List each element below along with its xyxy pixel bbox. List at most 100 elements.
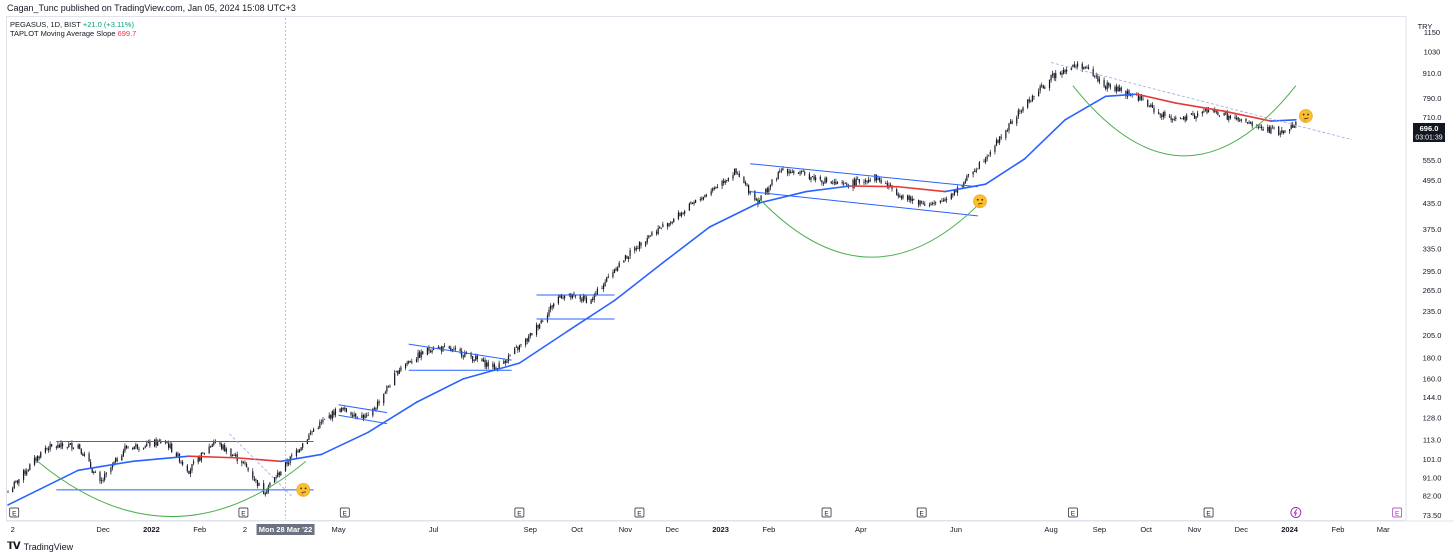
candle-body: [58, 444, 61, 448]
candle-body: [1251, 122, 1253, 126]
price-axis[interactable]: TRY 11501030910.0790.0710.0635.0555.0495…: [1418, 22, 1442, 520]
candle-body: [1278, 126, 1280, 135]
candle-body: [786, 169, 789, 174]
candle-body: [454, 348, 457, 349]
candle-body: [635, 248, 637, 250]
candle-body: [907, 194, 909, 200]
legend-indicator-row[interactable]: TAPLOT Moving Average Slope 699.7: [10, 29, 136, 38]
earnings-marker[interactable]: E: [634, 507, 645, 518]
price-chart[interactable]: TRY 11501030910.0790.0710.0635.0555.0495…: [0, 0, 1456, 536]
candle-body: [974, 171, 976, 172]
candle-body: [1181, 118, 1183, 120]
candle-body: [713, 187, 715, 189]
candle-body: [1129, 94, 1132, 96]
earnings-box: [1068, 507, 1078, 518]
candle-body: [1081, 63, 1083, 69]
time-axis[interactable]: 2 Dec 2022 Feb 2 Mon 28 Mar '22 May Jul Sep Oct No…: [11, 524, 1391, 535]
earnings-marker[interactable]: E: [514, 507, 525, 518]
candle-body: [1175, 117, 1177, 119]
candle-body: [319, 422, 321, 428]
dividend-event-icon[interactable]: [1290, 507, 1302, 518]
drawings-layer[interactable]: [37, 62, 1353, 518]
candle-body: [1020, 111, 1023, 112]
candle-body: [1048, 79, 1051, 88]
earnings-marker[interactable]: E: [1203, 507, 1214, 518]
time-tick-label: Jul: [429, 525, 439, 534]
candle-body: [607, 276, 609, 278]
time-tick-label: May: [331, 525, 345, 534]
candle-body: [1000, 136, 1002, 138]
candle-body: [1072, 64, 1074, 67]
thinking-face-icon: [1298, 109, 1313, 123]
candle-body: [1039, 86, 1041, 91]
candle-body: [82, 453, 84, 456]
legend-indicator-value: 699.7: [117, 29, 137, 38]
tradingview-brand[interactable]: 𝗧𝗩 TradingView: [7, 541, 73, 552]
candle-body: [517, 347, 519, 351]
candle-body: [978, 162, 980, 169]
candle-body: [29, 464, 31, 471]
candle-body: [897, 194, 899, 197]
candle-body: [231, 455, 234, 457]
candle-body: [428, 347, 430, 351]
candle-body: [1126, 90, 1129, 97]
candle-body: [1027, 99, 1029, 108]
candle-body: [657, 228, 659, 235]
candle-body: [518, 345, 521, 350]
emoji-hand: [300, 492, 304, 496]
price-tick-label: 82.00: [1423, 492, 1442, 501]
price-axis-area[interactable]: [1406, 16, 1454, 521]
candle-body: [584, 295, 586, 299]
candle-body: [952, 194, 954, 196]
candle-body: [788, 171, 790, 174]
candle-body: [1094, 76, 1096, 78]
candle-body: [1120, 87, 1122, 91]
earnings-marker[interactable]: E: [9, 507, 20, 518]
candle-body: [297, 450, 299, 452]
moving-average-segment: [77, 460, 134, 472]
candle-body: [810, 176, 812, 180]
candle-body: [637, 248, 639, 250]
candle-body: [1019, 110, 1021, 112]
candle-body: [1262, 128, 1264, 131]
candle-body: [822, 183, 825, 184]
candle-body: [1076, 63, 1079, 67]
earnings-box: [9, 507, 20, 518]
candle-body: [104, 474, 106, 480]
candle-body: [526, 338, 528, 342]
earnings-marker[interactable]: E: [1068, 507, 1078, 518]
last-price: 696.0: [1420, 124, 1439, 133]
candle-body: [61, 443, 64, 447]
earnings-box: [916, 507, 927, 518]
earnings-marker[interactable]: E: [238, 507, 249, 518]
earnings-marker[interactable]: E: [916, 507, 927, 518]
future-earnings-marker[interactable]: E: [1392, 507, 1403, 518]
moving-average-segment: [131, 455, 190, 463]
candle-body: [88, 453, 90, 462]
candle-body: [1212, 109, 1214, 111]
candle-body: [244, 462, 246, 464]
candle-body: [868, 179, 870, 183]
candle-body: [1105, 86, 1107, 89]
candle-body: [529, 333, 531, 336]
candle-body: [26, 471, 28, 475]
candle-body: [691, 203, 694, 204]
candle-body: [835, 181, 837, 185]
candle-body: [136, 444, 139, 449]
candle-body: [404, 363, 407, 368]
candle-body: [966, 175, 968, 181]
earnings-marker[interactable]: E: [339, 507, 350, 518]
moving-average-segment: [984, 158, 1026, 185]
candle-body: [515, 347, 517, 348]
emoji-eye: [300, 487, 303, 490]
earnings-marker[interactable]: E: [821, 507, 832, 518]
candle-body: [334, 409, 337, 416]
candle-body: [1008, 123, 1010, 131]
candle-body: [1061, 73, 1063, 75]
emoji-eye: [304, 487, 307, 490]
candle-body: [235, 454, 237, 456]
candle-body: [528, 335, 530, 342]
candle-body: [1260, 126, 1263, 129]
legend-symbol-row[interactable]: PEGASUS, 1D, BIST +21.0 (+3.11%): [10, 20, 136, 29]
